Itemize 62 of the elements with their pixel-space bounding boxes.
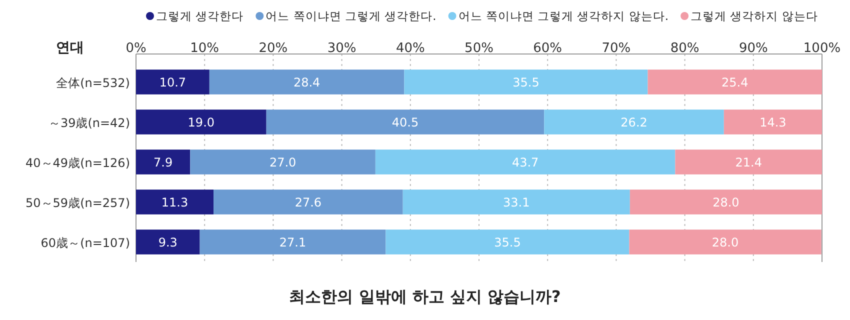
- legend-label: 그렇게 생각한다: [156, 9, 244, 23]
- bar: [266, 110, 544, 134]
- text: 최소한의 일밖에 하고 싶지 않습니까?: [289, 287, 561, 306]
- y-tick-label: 60歳～(n=107): [40, 236, 130, 250]
- bar: [386, 230, 630, 254]
- bar: [724, 110, 822, 134]
- data-label: 35.5: [512, 76, 540, 90]
- bar: [136, 110, 266, 134]
- data-label: 43.7: [512, 156, 539, 170]
- data-label: 27.1: [279, 236, 306, 250]
- data-label: 7.9: [154, 156, 173, 170]
- data-label: 28.0: [712, 236, 739, 250]
- x-tick-label: 70%: [602, 41, 631, 56]
- data-label: 40.5: [392, 116, 419, 130]
- x-tick-label: 30%: [327, 41, 356, 56]
- x-tick-label: 20%: [258, 41, 288, 56]
- data-label: 25.4: [722, 76, 748, 90]
- x-tick-label: 50%: [464, 41, 494, 56]
- bar: [200, 230, 386, 254]
- data-label: 21.4: [735, 156, 762, 170]
- bar: [190, 150, 376, 174]
- bar: [209, 70, 404, 94]
- data-label: 27.0: [269, 156, 296, 170]
- y-axis-title: 연대: [56, 40, 84, 56]
- data-label: 26.2: [620, 116, 648, 130]
- data-label: 28.4: [293, 76, 320, 90]
- legend-label: 그렇게 생각하지 않는다: [690, 9, 818, 23]
- y-tick-label: 50～59歳(n=257): [26, 196, 130, 210]
- legend-label: 어느 쪽이냐면 그렇게 생각한다.: [266, 9, 436, 23]
- bar: [136, 70, 210, 94]
- bar: [629, 230, 822, 254]
- bar: [136, 230, 200, 254]
- x-tick-label: 100%: [803, 41, 841, 56]
- x-tick-label: 80%: [670, 41, 700, 56]
- y-tick-label: 全体(n=532): [56, 76, 130, 90]
- bar: [214, 190, 403, 214]
- data-label: 9.3: [158, 236, 178, 250]
- x-tick-label: 0%: [126, 41, 146, 56]
- data-label: 35.5: [494, 236, 521, 250]
- y-tick-label: 40～49歳(n=126): [26, 156, 130, 170]
- x-tick-label: 90%: [738, 41, 768, 56]
- data-label: 11.3: [161, 196, 188, 210]
- x-tick-label: 40%: [396, 41, 425, 56]
- data-label: 27.6: [294, 196, 322, 210]
- bar: [648, 70, 822, 94]
- bar: [675, 150, 822, 174]
- bar: [375, 150, 676, 174]
- bar: [630, 190, 822, 214]
- x-tick-label: 10%: [190, 41, 220, 56]
- data-label: 19.0: [188, 116, 215, 130]
- y-tick-label: ～39歳(n=42): [48, 116, 130, 130]
- bar: [402, 190, 630, 214]
- data-label: 10.7: [159, 76, 186, 90]
- bar: [544, 110, 724, 134]
- bar: [136, 190, 214, 214]
- bar: [136, 150, 190, 174]
- data-label: 28.0: [712, 196, 740, 210]
- x-tick-label: 60%: [533, 41, 562, 56]
- bar: [404, 70, 648, 94]
- legend-label: 어느 쪽이냐면 그렇게 생각하지 않는다.: [458, 9, 669, 23]
- data-label: 14.3: [760, 116, 786, 130]
- data-label: 33.1: [503, 196, 530, 210]
